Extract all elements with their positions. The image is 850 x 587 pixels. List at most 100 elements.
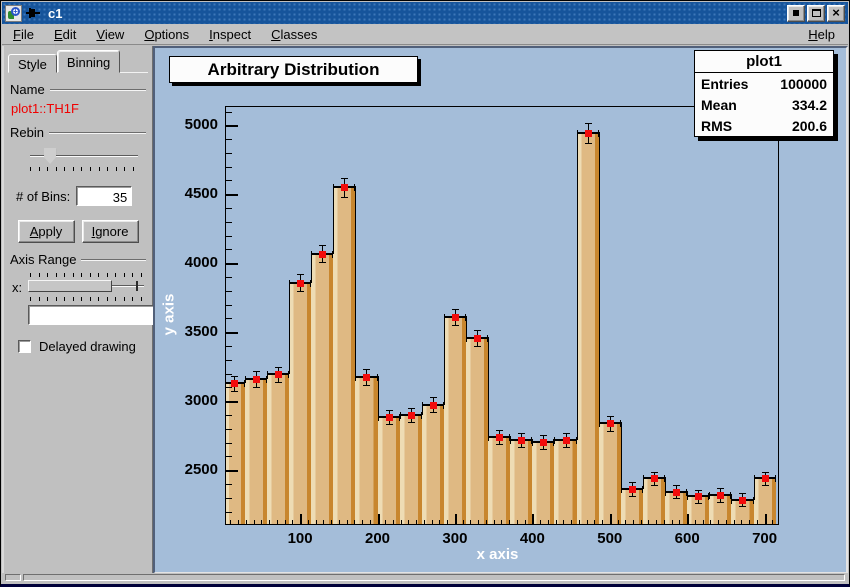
histogram-bar[interactable] [620,488,643,524]
bins-input[interactable] [76,186,133,206]
menu-options[interactable]: Options [144,26,190,42]
data-point-marker[interactable] [761,475,769,483]
x-minor-tick [253,520,255,524]
data-point-marker[interactable] [363,374,371,382]
data-point-marker[interactable] [518,436,526,444]
x-error-cap [531,436,533,444]
x-range-selected-bar[interactable] [28,280,112,292]
x-minor-tick [663,520,665,524]
y-error-cap [230,375,238,377]
data-point-marker[interactable] [673,488,681,496]
data-point-marker[interactable] [407,412,415,420]
data-point-marker[interactable] [739,496,747,504]
histogram-bar[interactable] [576,132,599,524]
apply-button[interactable]: Apply [17,220,75,243]
ignore-button[interactable]: Ignore [81,220,139,243]
maximize-button[interactable] [807,4,825,22]
x-minor-tick [578,520,580,524]
data-point-marker[interactable] [474,334,482,342]
x-error-cap [243,380,245,388]
y-error-cap [230,391,238,392]
menu-inspect[interactable]: Inspect [209,26,252,42]
x-error-cap [487,334,489,342]
menu-edit[interactable]: Edit [53,26,77,42]
histogram-bar[interactable] [266,374,290,524]
data-point-marker[interactable] [385,414,393,422]
data-point-marker[interactable] [451,314,459,322]
histogram-bar[interactable] [225,383,245,524]
histogram-bar[interactable] [377,417,400,524]
data-point-marker[interactable] [230,380,238,388]
data-point-marker[interactable] [717,492,725,500]
rebin-slider-thumb[interactable] [44,148,57,164]
tab-binning[interactable]: Binning [56,50,121,73]
x-error-cap [619,420,621,428]
y-error-cap [363,384,371,386]
x-tick-label: 700 [752,530,778,547]
y-error-cap [518,432,526,434]
x-tick-label: 100 [287,530,313,547]
histogram-bar[interactable] [355,377,378,524]
data-point-marker[interactable] [496,434,504,442]
data-point-marker[interactable] [540,438,548,446]
delayed-drawing-checkbox[interactable] [18,340,31,353]
x-minor-tick [563,520,565,524]
x-range-handle[interactable] [135,281,138,291]
rebin-slider[interactable] [30,148,138,174]
histogram-outline [642,477,644,489]
data-point-marker[interactable] [651,475,658,483]
x-error-cap [488,434,490,442]
histogram-bar[interactable] [753,478,776,524]
data-point-marker[interactable] [628,485,636,493]
tab-style[interactable]: Style [8,54,57,73]
x-minor-tick [323,520,325,524]
y-error-cap [540,434,548,436]
x-range-slider[interactable] [28,273,144,301]
histogram-bar[interactable] [311,253,334,524]
data-point-marker[interactable] [584,129,592,137]
histogram-bar[interactable] [510,439,533,524]
x-minor-tick [478,520,480,524]
data-point-marker[interactable] [319,250,327,258]
menu-view[interactable]: View [96,26,125,42]
root-app-icon[interactable]: + [5,4,22,22]
x-error-cap [464,314,466,322]
histogram-bar[interactable] [642,478,666,524]
menu-help[interactable]: Help [808,26,835,42]
histogram-bar[interactable] [554,439,577,524]
data-point-marker[interactable] [274,371,282,379]
data-point-marker[interactable] [695,493,703,501]
histogram-bar[interactable] [709,495,732,524]
data-point-marker[interactable] [562,436,570,444]
histogram-bar[interactable] [443,317,466,524]
y-error-cap [717,501,725,503]
menu-classes[interactable]: Classes [271,26,318,42]
histogram-bar[interactable] [333,187,356,524]
histogram-bar[interactable] [598,423,621,524]
data-point-marker[interactable] [429,401,437,409]
histogram-bar[interactable] [532,441,555,524]
histogram-bar[interactable] [465,337,489,524]
root-canvas[interactable]: 2500 3000 3500 4000 4500 5000 100 200 300 400 500 6… [153,46,848,574]
histogram-bar[interactable] [289,282,312,524]
data-point-marker[interactable] [606,420,614,428]
plot-title-box[interactable]: Arbitrary Distribution [169,56,418,83]
titlebar[interactable]: + c1 × [2,2,848,24]
histogram-bar[interactable] [665,491,688,524]
data-point-marker[interactable] [341,184,349,192]
histogram-bar[interactable] [488,437,511,524]
close-button[interactable]: × [827,4,845,22]
histogram-bar[interactable] [399,415,422,524]
histogram-bar[interactable] [731,499,754,524]
pin-icon[interactable] [26,7,42,19]
rebin-slider-track[interactable] [30,155,138,157]
minimize-icon [793,10,799,16]
histogram-bar[interactable] [421,404,444,524]
stats-box[interactable]: plot1 Entries 100000 Mean 334.2 RMS 200.6 [694,50,834,137]
histogram-bar[interactable] [244,379,267,524]
histogram-bar[interactable] [687,496,710,524]
data-point-marker[interactable] [252,376,260,384]
minimize-button[interactable] [787,4,805,22]
menu-file[interactable]: File [13,26,34,42]
data-point-marker[interactable] [297,279,305,287]
